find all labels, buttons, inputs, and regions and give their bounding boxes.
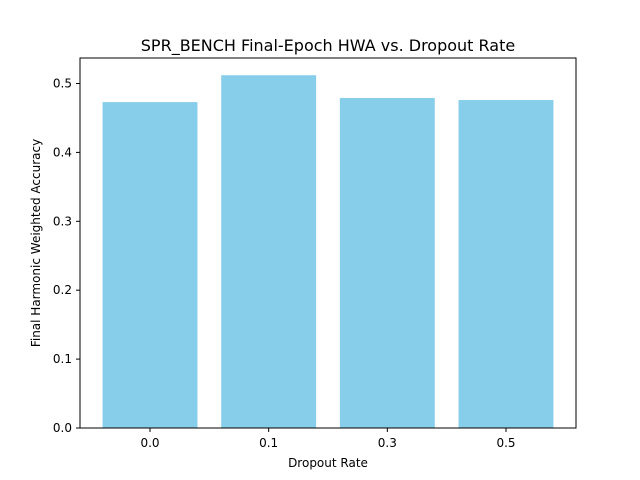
bars-group [102, 75, 554, 429]
bar-0.0 [102, 102, 198, 428]
x-tick-label: 0.0 [140, 436, 159, 450]
y-tick-label: 0.5 [53, 76, 72, 90]
chart-title: SPR_BENCH Final-Epoch HWA vs. Dropout Ra… [141, 36, 515, 56]
y-tick-label: 0.2 [53, 283, 72, 297]
y-axis: 0.0 0.1 0.2 0.3 0.4 0.5 [53, 76, 80, 435]
bar-0.3 [339, 97, 435, 428]
y-tick-label: 0.4 [53, 145, 72, 159]
plot-frame [79, 57, 577, 429]
bar-0.5 [458, 100, 554, 429]
x-tick-label: 0.1 [259, 436, 278, 450]
x-tick-label: 0.3 [378, 436, 397, 450]
x-axis-label: Dropout Rate [288, 456, 368, 470]
x-axis: 0.0 0.1 0.3 0.5 [140, 428, 516, 450]
y-tick-label: 0.1 [53, 352, 72, 366]
x-tick-label: 0.5 [496, 436, 515, 450]
bar-0.1 [221, 75, 317, 428]
y-axis-label: Final Harmonic Weighted Accuracy [29, 139, 43, 347]
y-tick-label: 0.0 [53, 421, 72, 435]
y-tick-label: 0.3 [53, 214, 72, 228]
